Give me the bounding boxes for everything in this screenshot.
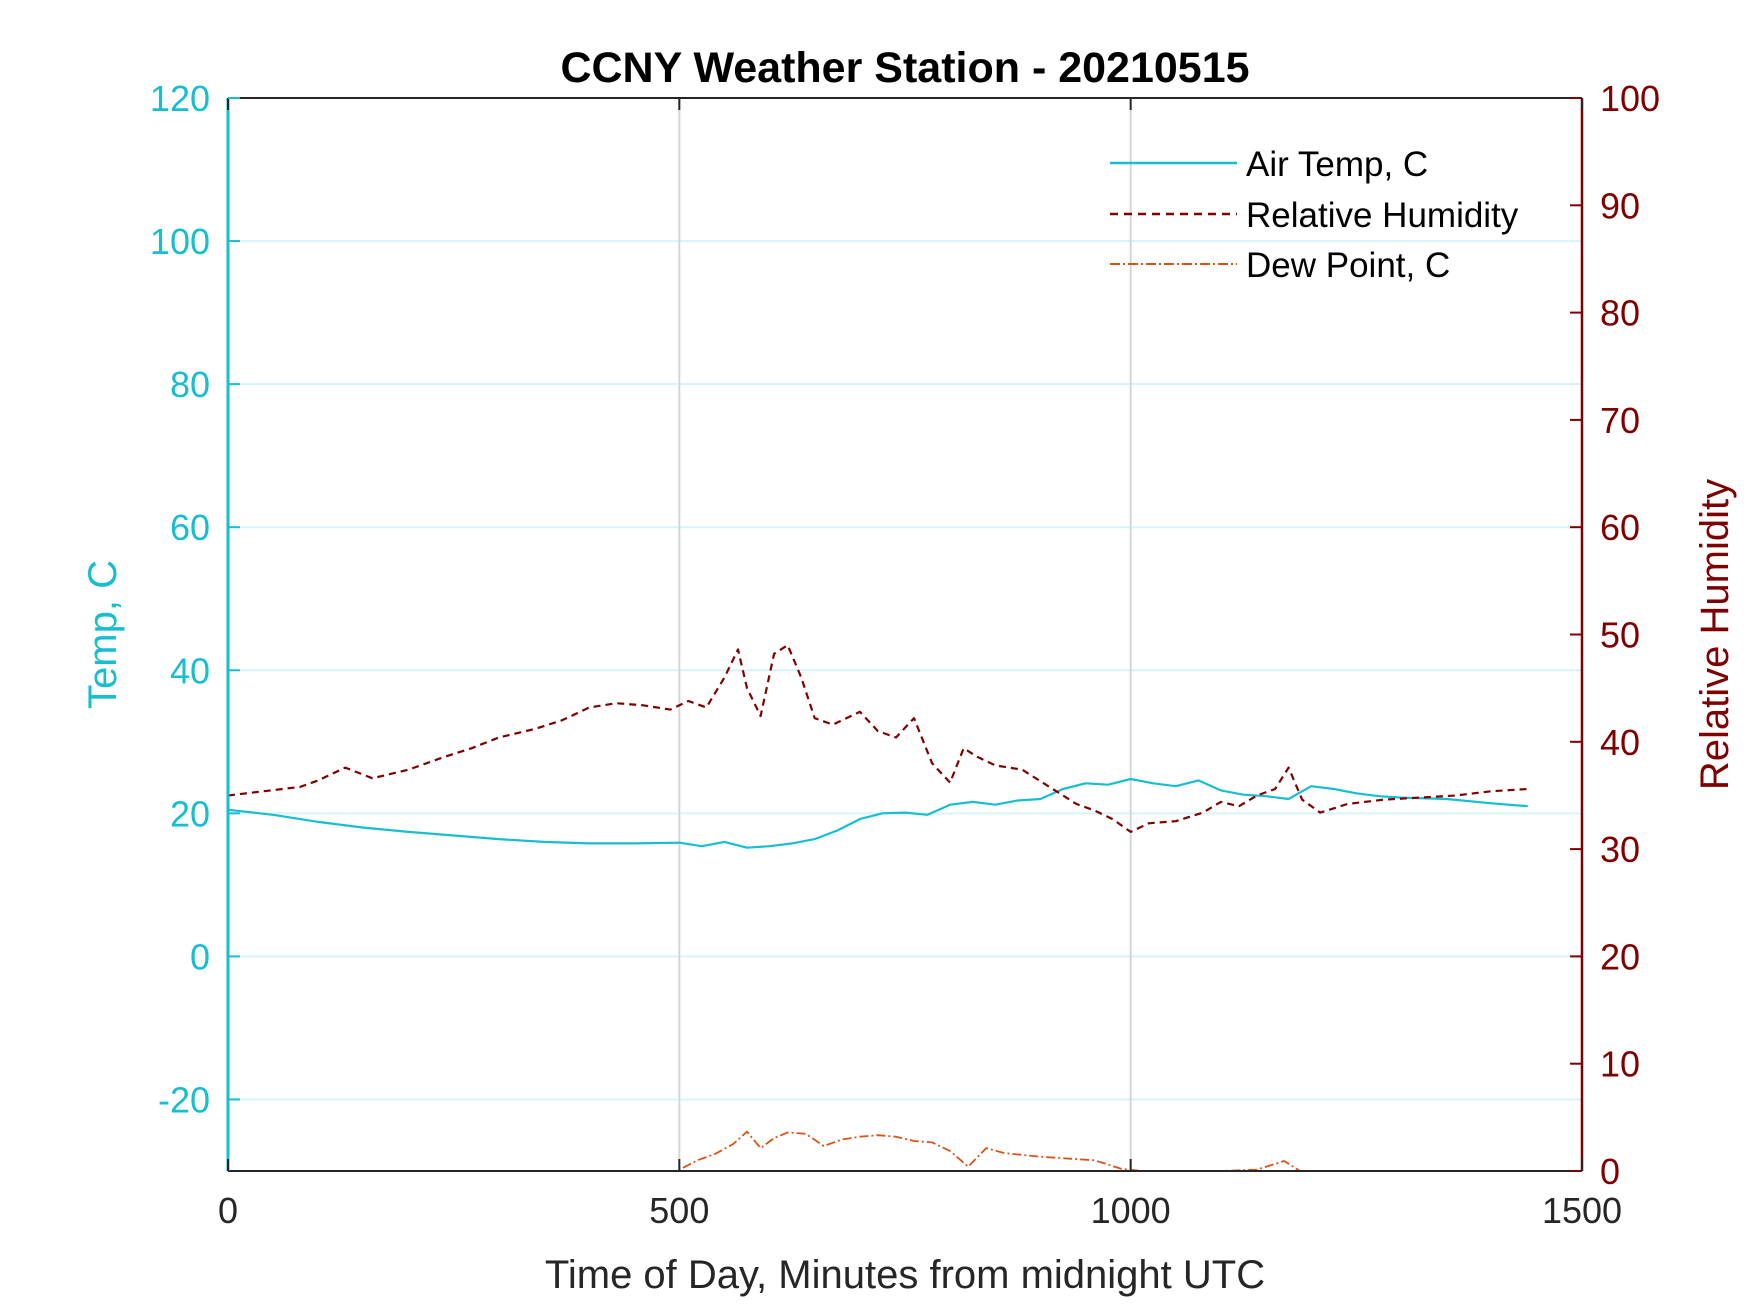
y-tick-label-right: 70 — [1600, 400, 1640, 441]
y-tick-label-left: 80 — [170, 364, 210, 405]
legend-label-dew-point: Dew Point, C — [1246, 246, 1450, 285]
y-tick-label-right: 0 — [1600, 1151, 1620, 1192]
y-tick-label-right: 60 — [1600, 507, 1640, 548]
y-tick-label-left: 120 — [150, 78, 210, 119]
y-tick-label-right: 100 — [1600, 78, 1660, 119]
legend: Air Temp, C Relative Humidity Dew Point,… — [1110, 145, 1519, 285]
ticks: 0 500 1000 1500 -20 0 20 40 60 80 100 120 0 10 20 30 40 5… — [150, 78, 1660, 1231]
chart-title: CCNY Weather Station - 20210515 — [560, 44, 1249, 92]
x-tick-label: 0 — [218, 1190, 238, 1231]
y-tick-label-left: 20 — [170, 793, 210, 834]
y-axis-label-left: Temp, C — [81, 560, 125, 709]
x-tick-label: 1500 — [1542, 1190, 1622, 1231]
y-tick-label-right: 50 — [1600, 615, 1640, 656]
x-tick-label: 500 — [649, 1190, 709, 1231]
y-tick-label-right: 40 — [1600, 722, 1640, 763]
series-line-air-temp-c — [228, 777, 1528, 849]
y-tick-label-right: 80 — [1600, 293, 1640, 334]
y-tick-label-left: 0 — [190, 936, 210, 977]
y-axis-label-right: Relative Humidity — [1693, 479, 1737, 790]
y-tick-label-right: 20 — [1600, 936, 1640, 977]
y-tick-label-right: 10 — [1600, 1044, 1640, 1085]
y-tick-label-left: 60 — [170, 507, 210, 548]
y-tick-label-right: 30 — [1600, 829, 1640, 870]
y-tick-label-left: 100 — [150, 221, 210, 262]
series-line-dew-point-c — [676, 1130, 1302, 1171]
x-tick-label: 1000 — [1091, 1190, 1171, 1231]
y-tick-label-left: 40 — [170, 650, 210, 691]
y-tick-label-left: -20 — [158, 1079, 210, 1120]
series-layer — [228, 644, 1528, 1171]
series-line-relative-humidity — [228, 644, 1528, 834]
axes — [226, 97, 1584, 1172]
legend-label-air-temp: Air Temp, C — [1246, 145, 1428, 184]
legend-label-relative-humidity: Relative Humidity — [1246, 196, 1519, 235]
y-tick-label-right: 90 — [1600, 185, 1640, 226]
x-axis-label: Time of Day, Minutes from midnight UTC — [545, 1253, 1265, 1297]
